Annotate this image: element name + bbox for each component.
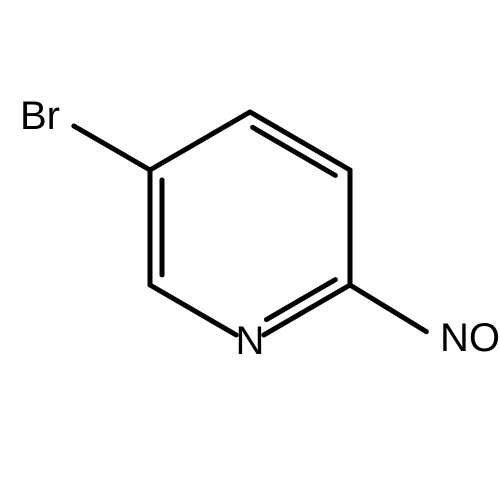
- bond-line: [150, 285, 236, 335]
- bond-layer: [74, 112, 426, 335]
- atom-label-no2: NO2: [440, 316, 500, 362]
- bond-line: [250, 112, 350, 170]
- atom-label-n5: N: [236, 319, 265, 363]
- bond-line: [74, 126, 150, 170]
- bond-line: [350, 285, 426, 332]
- bond-line: [253, 127, 336, 175]
- atom-label-br: Br: [20, 94, 60, 138]
- bond-line: [264, 285, 350, 335]
- bond-line: [150, 112, 250, 170]
- molecule-diagram: N Br NO2: [0, 0, 500, 500]
